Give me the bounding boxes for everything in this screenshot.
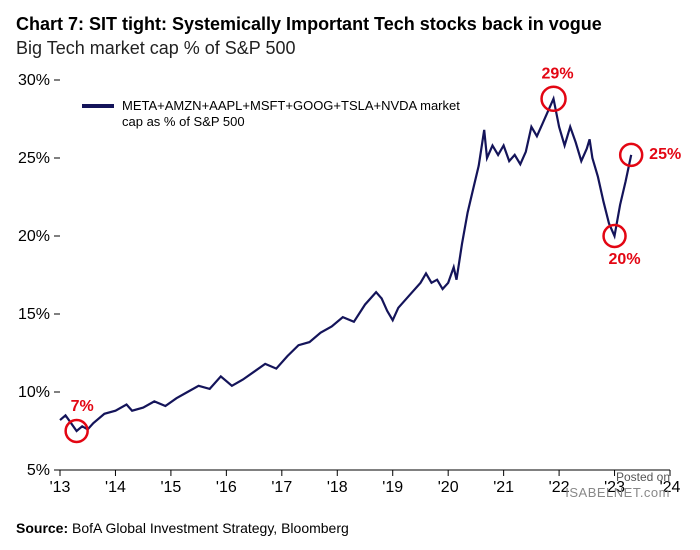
legend-text-line1: META+AMZN+AAPL+MSFT+GOOG+TSLA+NVDA marke… [122,98,460,113]
x-tick-label: '15 [160,479,181,496]
y-tick-label: 25% [18,150,50,167]
x-tick-label: '13 [50,479,71,496]
annotation-label: 20% [609,251,641,268]
series-line [60,99,631,431]
y-tick-label: 20% [18,228,50,245]
source-label: Source: [16,520,68,536]
x-tick-label: '19 [382,479,403,496]
posted-on-label: Posted on [616,470,670,484]
source-text: BofA Global Investment Strategy, Bloombe… [72,520,349,536]
y-tick-label: 30% [18,72,50,89]
chart-container: Chart 7: SIT tight: Systemically Importa… [0,0,700,550]
legend-text-line2: cap as % of S&P 500 [122,114,245,129]
annotation-circle [620,144,642,166]
x-tick-label: '17 [271,479,292,496]
watermark-text: ISABELNET.com [565,485,670,500]
x-tick-label: '18 [327,479,348,496]
annotation-label: 25% [649,146,681,163]
source-line: Source: BofA Global Investment Strategy,… [16,520,349,536]
y-tick-label: 10% [18,384,50,401]
x-tick-label: '16 [216,479,237,496]
y-tick-label: 15% [18,306,50,323]
annotation-label: 7% [71,398,94,415]
x-tick-label: '20 [438,479,459,496]
chart-svg: 5% 10% 15% 20% 25% 30% '13 '14 '15 '16 '17 '18 '19 '2… [0,0,700,550]
y-tick-label: 5% [27,462,50,479]
x-tick-label: '21 [493,479,514,496]
annotation-label: 29% [542,66,574,83]
x-tick-label: '14 [105,479,126,496]
